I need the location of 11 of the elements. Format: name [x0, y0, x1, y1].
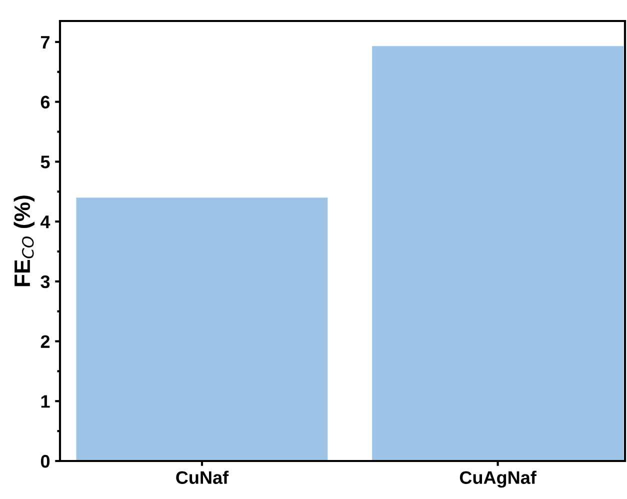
y-axis-title: FE$_{CO}$ (%) — [14, 196, 35, 286]
y-tick-label: 6 — [40, 96, 50, 109]
x-tick-label: CuNaf — [176, 470, 229, 484]
y-tick-label: 3 — [40, 275, 50, 288]
y-tick-label: 4 — [40, 216, 50, 228]
y-tick-label: 1 — [41, 395, 50, 408]
y-tick-label: 7 — [41, 36, 50, 48]
y-tick-label: 2 — [40, 335, 50, 348]
y-tick-label: 5 — [40, 156, 50, 168]
x-tick-label: CuAgNaf — [460, 470, 536, 488]
y-tick-label: 0 — [40, 454, 50, 468]
